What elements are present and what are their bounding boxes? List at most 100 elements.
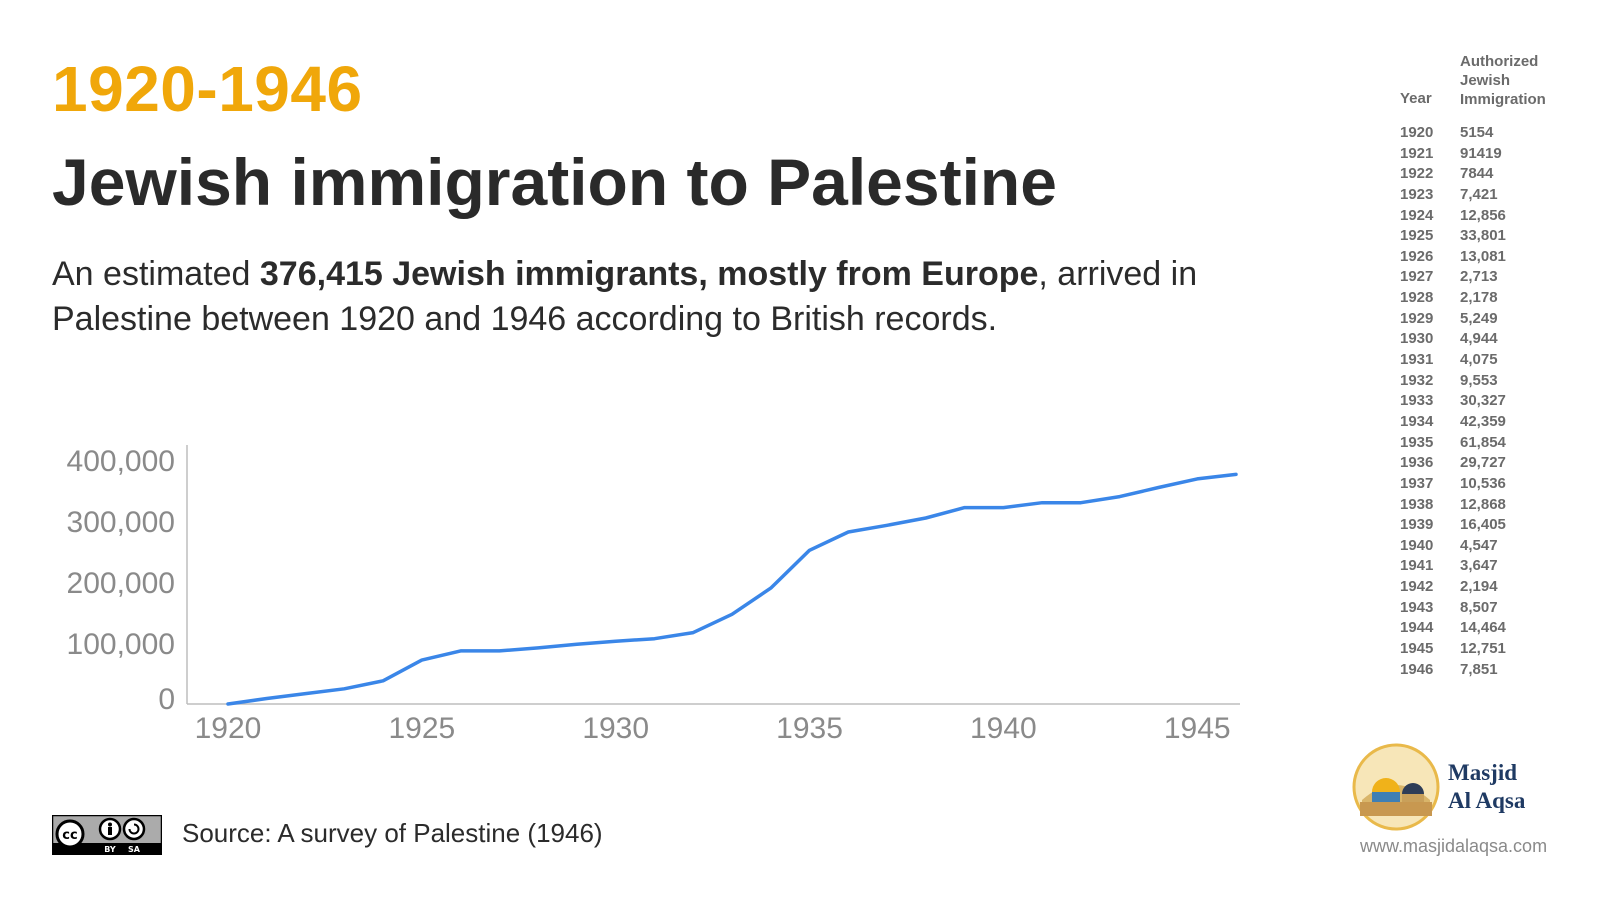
chart-series: [226, 472, 1238, 706]
table-row: 1931 4,075: [1400, 351, 1550, 372]
table-cell-year: 1923: [1400, 185, 1434, 203]
table-header-value: Authorized Jewish Immigration: [1460, 53, 1546, 108]
table-row: 1926 13,081: [1400, 248, 1550, 269]
table-row: 1927 2,713: [1400, 268, 1550, 289]
table-row: 1940 4,547: [1400, 537, 1550, 558]
table-cell-year: 1936: [1400, 454, 1434, 472]
table-cell-year: 1927: [1400, 268, 1434, 286]
table-cell-year: 1940: [1400, 536, 1434, 554]
table-cell-year: 1941: [1400, 557, 1434, 575]
table-cell-year: 1925: [1400, 227, 1434, 245]
table-cell-value: 12,751: [1460, 640, 1506, 658]
table-cell-value: 29,727: [1460, 454, 1506, 472]
table-cell-value: 4,547: [1460, 536, 1498, 554]
table-cell-value: 12,856: [1460, 206, 1506, 224]
table-cell-year: 1921: [1400, 144, 1434, 162]
table-row: 1934 42,359: [1400, 413, 1550, 434]
table-row: 1925 33,801: [1400, 227, 1550, 248]
chart-subtitle: An estimated 376,415 Jewish immigrants, …: [52, 252, 1282, 342]
y-tick-label: 100,000: [67, 628, 175, 661]
table-cell-value: 4,075: [1460, 351, 1498, 369]
table-cell-year: 1943: [1400, 598, 1434, 616]
table-cell-year: 1944: [1400, 619, 1434, 637]
table-cell-value: 5,249: [1460, 309, 1498, 327]
y-tick-label: 200,000: [67, 567, 175, 600]
table-cell-value: 9,553: [1460, 371, 1498, 389]
table-cell-year: 1920: [1400, 124, 1434, 141]
table-cell-value: 61,854: [1460, 433, 1506, 451]
subtitle-text-end: , arrived in Palestine between 1920 and …: [52, 255, 1198, 338]
table-row: 1945 12,751: [1400, 640, 1550, 661]
cc-sa-label: SA: [128, 845, 141, 854]
subtitle-text-start: An estimated: [52, 255, 260, 293]
table-row: 1933 30,327: [1400, 392, 1550, 413]
table-cell-value: 7,851: [1460, 660, 1498, 678]
website-url: www.masjidalaqsa.com: [1360, 836, 1548, 856]
y-tick-label: 400,000: [67, 445, 175, 478]
table-row: 1924 12,856: [1400, 207, 1550, 228]
table-row: 1936 29,727: [1400, 454, 1550, 475]
table-cell-value: 91419: [1460, 144, 1502, 162]
table-row: 1930 4,944: [1400, 330, 1550, 351]
table-cell-value: 16,405: [1460, 516, 1506, 534]
table-row: 1943 8,507: [1400, 599, 1550, 620]
table-cell-value: 42,359: [1460, 412, 1506, 430]
x-tick-label: 1935: [776, 712, 843, 745]
table-cell-value: 4,944: [1460, 330, 1498, 348]
table-cell-value: 3,647: [1460, 557, 1498, 575]
table-row: 1939 16,405: [1400, 516, 1550, 537]
table-row: 1929 5,249: [1400, 310, 1550, 331]
table-cell-year: 1935: [1400, 433, 1434, 451]
chart-title: Jewish immigration to Palestine: [52, 145, 1057, 219]
table-cell-year: 1924: [1400, 206, 1434, 224]
table-cell-year: 1946: [1400, 660, 1434, 678]
table-cell-value: 7,421: [1460, 185, 1498, 203]
table-row: 1932 9,553: [1400, 372, 1550, 393]
table-row: 1921 91419: [1400, 145, 1550, 166]
table-row: 1922 7844: [1400, 165, 1550, 186]
table-cell-value: 5154: [1460, 124, 1494, 141]
table-cell-year: 1939: [1400, 516, 1434, 534]
table-cell-year: 1938: [1400, 495, 1434, 513]
table-cell-value: 14,464: [1460, 619, 1506, 637]
cc-by-label: BY: [104, 845, 116, 854]
table-cell-year: 1930: [1400, 330, 1434, 348]
logo-text-line2: Al Aqsa: [1448, 788, 1526, 813]
table-cell-year: 1926: [1400, 247, 1434, 265]
table-cell-year: 1934: [1400, 412, 1434, 430]
series-line: [226, 472, 1238, 706]
x-tick-label: 1925: [388, 712, 455, 745]
table-cell-year: 1931: [1400, 351, 1434, 369]
table-cell-value: 12,868: [1460, 495, 1506, 513]
table-cell-value: 10,536: [1460, 474, 1506, 492]
y-tick-label: 0: [158, 683, 175, 716]
x-tick-label: 1940: [970, 712, 1037, 745]
table-cell-year: 1922: [1400, 165, 1434, 183]
masjid-al-aqsa-logo: Masjid Al Aqsa: [1352, 743, 1526, 831]
y-tick-label: 300,000: [67, 506, 175, 539]
table-cell-value: 13,081: [1460, 247, 1506, 265]
table-row: 1923 7,421: [1400, 186, 1550, 207]
table-header-year: Year: [1400, 90, 1432, 107]
table-cell-year: 1942: [1400, 578, 1434, 596]
table-row: 1935 61,854: [1400, 434, 1550, 455]
table-row: 1942 2,194: [1400, 578, 1550, 599]
date-range-heading: 1920-1946: [52, 53, 363, 125]
subtitle-text-bold: 376,415 Jewish immigrants, mostly from E…: [259, 255, 1039, 293]
table-cell-value: 2,194: [1460, 578, 1498, 596]
table-row: 1946 7,851: [1400, 661, 1550, 682]
table-cell-year: 1937: [1400, 474, 1434, 492]
table-cell-year: 1929: [1400, 309, 1434, 327]
x-tick-label: 1930: [582, 712, 649, 745]
cc-license-badge: cc BY SA: [52, 815, 162, 855]
table-cell-year: 1933: [1400, 392, 1434, 410]
table-row: 1938 12,868: [1400, 496, 1550, 517]
table-row: 1944 14,464: [1400, 619, 1550, 640]
x-tick-label: 1945: [1164, 712, 1231, 745]
chart-ticks: 0 100,000 200,000 300,000 400,000 1920 1925 193…: [67, 445, 1231, 745]
table-cell-value: 2,178: [1460, 289, 1498, 307]
table-row: 1928 2,178: [1400, 289, 1550, 310]
table-body: 1920 5154 1921 91419 1922 7844 1923 7,421 1924 12…: [1400, 124, 1550, 681]
table-cell-year: 1945: [1400, 640, 1434, 658]
svg-text:cc: cc: [62, 828, 77, 843]
